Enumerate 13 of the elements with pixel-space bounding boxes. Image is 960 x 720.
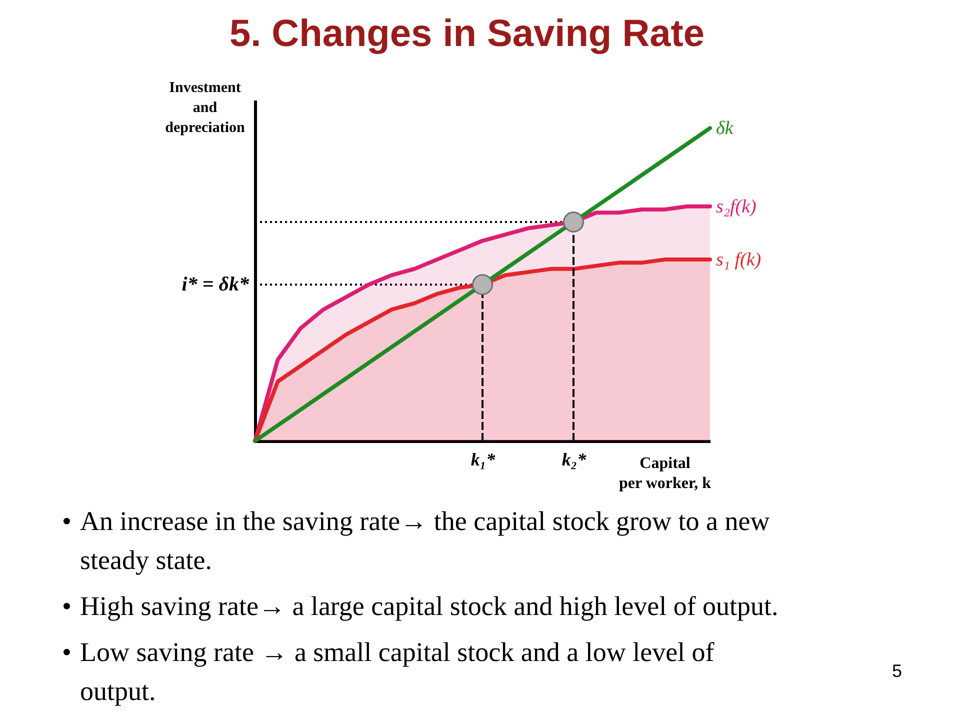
chart-title: 5. Changes in Saving Rate [229,13,705,55]
series-label: s₁ f(k) [716,250,762,271]
text: 5 [892,661,902,681]
series-label: s₂f(k) [716,196,756,218]
series-label: δk [716,118,734,140]
text: • Low saving rate → a small capital stock and a low level of output. [62,637,714,706]
x-axis-title: Capital per worker, k [619,455,712,492]
text: • An increase in the saving rate→ the capital stock grow to a new steady state. [62,506,770,575]
ref-line-label: i* = δk* [182,274,250,296]
y-axis-title: Investment and depreciation [165,80,246,136]
x-tick-label: k₁* [470,450,496,470]
text: • High saving rate→ a large capital stock and high level of output. [62,591,778,621]
x-tick-label: k₂* [562,450,588,470]
